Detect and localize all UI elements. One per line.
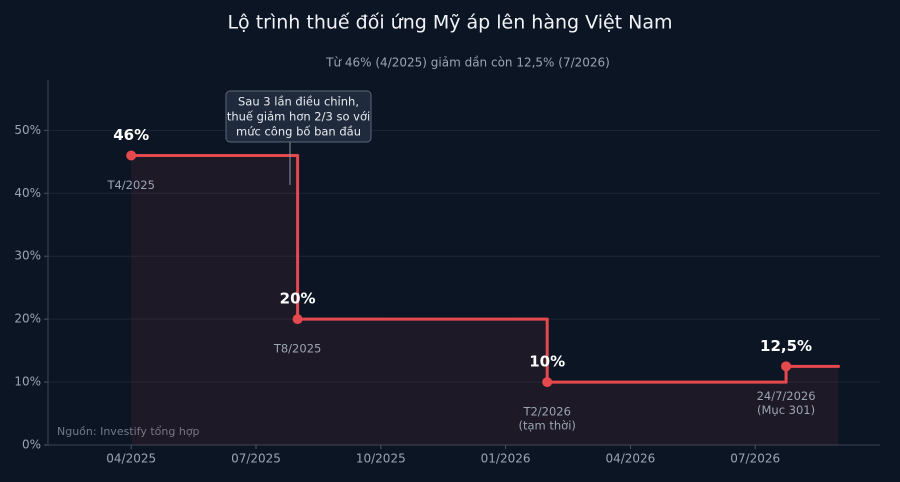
x-tick-label: 04/2026 xyxy=(605,452,655,466)
point-label: T8/2025 xyxy=(273,342,321,356)
annotation-text: mức công bố ban đầu xyxy=(236,125,361,139)
y-tick-label: 40% xyxy=(14,186,41,200)
x-tick-label: 04/2025 xyxy=(106,452,156,466)
point xyxy=(542,377,553,388)
point xyxy=(781,361,792,372)
value-label: 20% xyxy=(280,290,316,308)
annotation-box xyxy=(225,90,372,143)
point-label: T4/2025 xyxy=(106,178,154,192)
point-label: (tạm thời) xyxy=(518,419,575,433)
y-tick-label: 50% xyxy=(14,123,41,137)
chart-subtitle: Từ 46% (4/2025) giảm dần còn 12,5% (7/20… xyxy=(325,56,610,70)
value-label: 46% xyxy=(113,126,149,144)
annotation: Sau 3 lần điều chỉnh,thuế giảm hơn 2/3 s… xyxy=(225,90,372,185)
x-tick-label: 07/2026 xyxy=(730,452,780,466)
chart-title: Lộ trình thuế đối ứng Mỹ áp lên hàng Việ… xyxy=(227,12,672,34)
point-label: T2/2026 xyxy=(522,405,570,419)
x-tick-label: 01/2026 xyxy=(481,452,531,466)
x-tick-label: 07/2025 xyxy=(231,452,281,466)
annotation-text: Sau 3 lần điều chỉnh, xyxy=(238,95,359,109)
point xyxy=(126,150,137,161)
annotation-text: thuế giảm hơn 2/3 so với xyxy=(227,110,370,124)
plot: 0% 10% 20% 30% 40% 50% 04/2025 07/2025 10/2025 01… xyxy=(14,80,880,466)
area xyxy=(131,155,839,445)
source: Nguồn: Investify tổng hợp xyxy=(57,425,200,438)
point-label: (Mục 301) xyxy=(757,403,815,417)
y-tick-label: 30% xyxy=(14,249,41,263)
point xyxy=(292,314,303,325)
value-label: 12,5% xyxy=(760,337,812,355)
value-label: 10% xyxy=(529,353,565,371)
y-tick-label: 20% xyxy=(14,312,41,326)
y-tick-label: 10% xyxy=(14,375,41,389)
y-tick-label: 0% xyxy=(22,438,41,452)
point-label: 24/7/2026 xyxy=(757,389,816,403)
x-tick-label: 10/2025 xyxy=(356,452,406,466)
